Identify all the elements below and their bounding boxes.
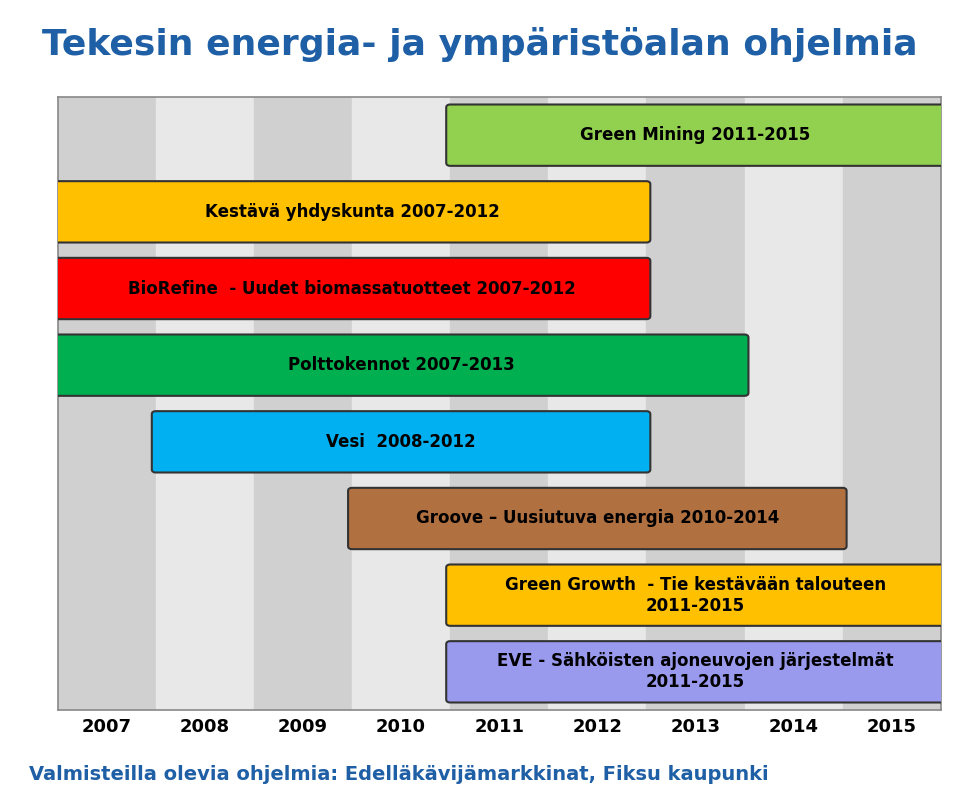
Text: Polttokennot 2007-2013: Polttokennot 2007-2013: [288, 356, 515, 374]
Bar: [646, 97, 745, 710]
Text: BioRefine  - Uudet biomassatuotteet 2007-2012: BioRefine - Uudet biomassatuotteet 2007-…: [128, 279, 576, 298]
Text: Groove – Uusiutuva energia 2010-2014: Groove – Uusiutuva energia 2010-2014: [416, 509, 779, 528]
FancyBboxPatch shape: [446, 105, 945, 166]
Bar: [450, 97, 548, 710]
Text: Green Mining 2011-2015: Green Mining 2011-2015: [581, 126, 810, 144]
Text: Tekesin energia- ja ympäristöalan ohjelmia: Tekesin energia- ja ympäristöalan ohjelm…: [42, 27, 918, 62]
Bar: [352, 97, 450, 710]
FancyBboxPatch shape: [152, 412, 650, 473]
FancyBboxPatch shape: [54, 182, 650, 242]
FancyBboxPatch shape: [54, 258, 650, 320]
Text: EVE - Sähköisten ajoneuvojen järjestelmät
2011-2015: EVE - Sähköisten ajoneuvojen järjestelmä…: [497, 652, 894, 692]
Bar: [156, 97, 253, 710]
Text: Vesi  2008-2012: Vesi 2008-2012: [326, 433, 476, 451]
Bar: [253, 97, 352, 710]
FancyBboxPatch shape: [446, 565, 945, 626]
FancyBboxPatch shape: [54, 334, 749, 396]
Bar: [745, 97, 843, 710]
Bar: [58, 97, 156, 710]
Bar: [843, 97, 941, 710]
Text: Valmisteilla olevia ohjelmia: Edelläkävijämarkkinat, Fiksu kaupunki: Valmisteilla olevia ohjelmia: Edelläkävi…: [29, 765, 768, 784]
Text: Green Growth  - Tie kestävään talouteen
2011-2015: Green Growth - Tie kestävään talouteen 2…: [505, 575, 886, 615]
FancyBboxPatch shape: [348, 487, 847, 549]
FancyBboxPatch shape: [446, 641, 945, 702]
Text: Kestävä yhdyskunta 2007-2012: Kestävä yhdyskunta 2007-2012: [204, 203, 499, 221]
Bar: [548, 97, 646, 710]
